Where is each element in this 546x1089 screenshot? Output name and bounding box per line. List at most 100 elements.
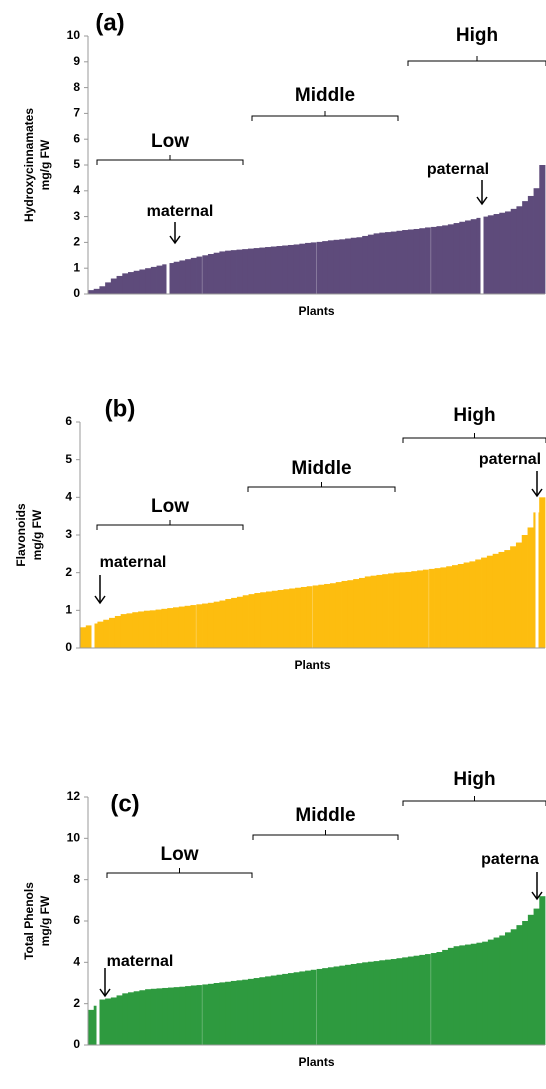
bar	[161, 608, 168, 648]
bar	[173, 607, 180, 648]
bar	[254, 593, 261, 648]
bar	[422, 569, 430, 648]
bar	[510, 546, 517, 648]
bar	[149, 610, 156, 648]
bar	[242, 979, 249, 1045]
bar	[493, 214, 500, 294]
y-axis-label: mg/g FW	[38, 139, 52, 190]
bar	[173, 987, 180, 1045]
bar	[270, 975, 277, 1045]
bar	[127, 992, 135, 1045]
bar	[242, 595, 249, 648]
bar	[459, 221, 466, 294]
bar	[300, 586, 308, 648]
y-tick-label: 0	[73, 1037, 80, 1051]
arrow-head	[476, 196, 488, 206]
bar	[463, 562, 470, 648]
bar	[293, 972, 300, 1045]
bar	[287, 973, 295, 1045]
y-tick-label: 0	[65, 640, 72, 654]
bar	[167, 987, 175, 1045]
bar	[335, 582, 342, 648]
bracket	[106, 868, 253, 878]
bar	[510, 208, 517, 294]
bar	[247, 248, 255, 294]
maternal-label: maternal	[147, 203, 214, 220]
bar	[99, 999, 106, 1045]
y-tick-label: 3	[73, 209, 80, 223]
bar	[260, 592, 267, 648]
group-label: Low	[161, 844, 199, 865]
panel-label: (c)	[110, 790, 139, 817]
bar	[236, 596, 244, 648]
bar	[482, 216, 489, 294]
bar	[276, 974, 283, 1045]
bar	[97, 621, 104, 648]
bar	[253, 978, 260, 1045]
bar	[190, 257, 197, 294]
y-tick-label: 10	[67, 28, 81, 42]
bar	[425, 954, 432, 1045]
bar	[522, 201, 529, 294]
bar	[481, 557, 488, 648]
y-tick-label: 1	[73, 260, 80, 274]
bar	[356, 237, 363, 294]
bar	[436, 226, 443, 294]
bar	[80, 627, 87, 648]
bar	[428, 568, 435, 648]
arrow-head	[94, 595, 106, 605]
bar	[213, 252, 220, 294]
x-axis-label: Plants	[298, 304, 334, 318]
bar	[425, 227, 432, 294]
bar	[306, 586, 313, 648]
bar	[364, 576, 372, 648]
x-axis-label: Plants	[298, 1055, 334, 1069]
arrow-head	[169, 235, 181, 245]
bar	[207, 602, 215, 648]
bar	[114, 615, 122, 648]
bar	[539, 497, 546, 648]
bar	[379, 232, 386, 294]
bar	[105, 998, 112, 1045]
bar	[133, 991, 140, 1045]
bar	[362, 962, 369, 1045]
bar	[465, 944, 472, 1045]
bar	[91, 623, 98, 648]
bar	[339, 965, 346, 1045]
bar	[333, 239, 340, 294]
bar	[446, 566, 453, 648]
bracket	[402, 433, 546, 443]
y-tick-label: 4	[73, 183, 80, 197]
bar	[390, 231, 397, 294]
bar	[167, 608, 174, 648]
group-label: Middle	[291, 458, 351, 479]
bar	[270, 246, 277, 294]
bar	[324, 583, 331, 648]
bar	[207, 983, 215, 1045]
group-label: Middle	[295, 85, 355, 106]
bar	[516, 206, 523, 294]
bar	[213, 983, 220, 1045]
bar	[156, 988, 163, 1045]
y-tick-label: 8	[73, 872, 80, 886]
bar	[213, 601, 220, 648]
bar	[504, 550, 511, 648]
bar	[373, 961, 380, 1045]
bar	[219, 600, 226, 648]
maternal-label: maternal	[100, 554, 167, 571]
bar	[457, 564, 465, 648]
bar	[110, 997, 117, 1045]
bar	[399, 572, 406, 648]
bar	[388, 573, 395, 648]
bar	[299, 971, 306, 1045]
bar	[533, 908, 540, 1045]
bar	[345, 238, 352, 294]
paternal-label: paterna	[481, 851, 539, 868]
bar	[430, 953, 437, 1045]
bar	[127, 272, 135, 294]
bar	[350, 237, 357, 294]
bar	[266, 591, 273, 648]
bar	[276, 246, 283, 294]
maternal-label: maternal	[107, 953, 174, 970]
bar	[440, 567, 447, 648]
